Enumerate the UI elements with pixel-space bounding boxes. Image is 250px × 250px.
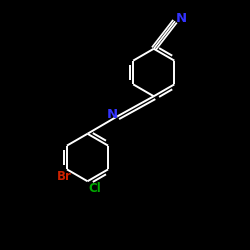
Text: N: N (106, 108, 118, 121)
Text: N: N (176, 12, 187, 25)
Text: Br: Br (57, 170, 72, 183)
Text: Cl: Cl (88, 182, 101, 195)
